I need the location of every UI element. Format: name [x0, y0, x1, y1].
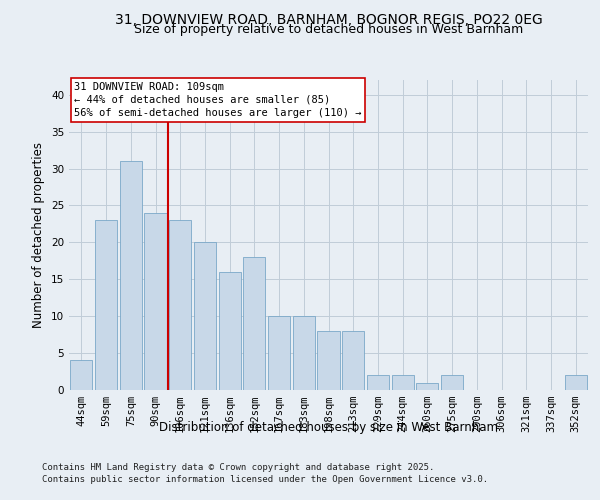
Bar	[70, 360, 92, 390]
Bar	[565, 375, 587, 390]
Text: Distribution of detached houses by size in West Barnham: Distribution of detached houses by size …	[160, 421, 499, 434]
Bar	[392, 375, 414, 390]
Text: Size of property relative to detached houses in West Barnham: Size of property relative to detached ho…	[134, 22, 523, 36]
Text: Contains HM Land Registry data © Crown copyright and database right 2025.: Contains HM Land Registry data © Crown c…	[42, 464, 434, 472]
Bar	[441, 375, 463, 390]
Bar	[367, 375, 389, 390]
Bar	[95, 220, 117, 390]
Bar	[119, 161, 142, 390]
Bar	[194, 242, 216, 390]
Y-axis label: Number of detached properties: Number of detached properties	[32, 142, 46, 328]
Text: 31, DOWNVIEW ROAD, BARNHAM, BOGNOR REGIS, PO22 0EG: 31, DOWNVIEW ROAD, BARNHAM, BOGNOR REGIS…	[115, 12, 542, 26]
Bar	[145, 213, 167, 390]
Text: 31 DOWNVIEW ROAD: 109sqm
← 44% of detached houses are smaller (85)
56% of semi-d: 31 DOWNVIEW ROAD: 109sqm ← 44% of detach…	[74, 82, 362, 118]
Bar	[169, 220, 191, 390]
Bar	[342, 331, 364, 390]
Bar	[416, 382, 439, 390]
Bar	[293, 316, 315, 390]
Bar	[243, 257, 265, 390]
Bar	[268, 316, 290, 390]
Text: Contains public sector information licensed under the Open Government Licence v3: Contains public sector information licen…	[42, 474, 488, 484]
Bar	[317, 331, 340, 390]
Bar	[218, 272, 241, 390]
